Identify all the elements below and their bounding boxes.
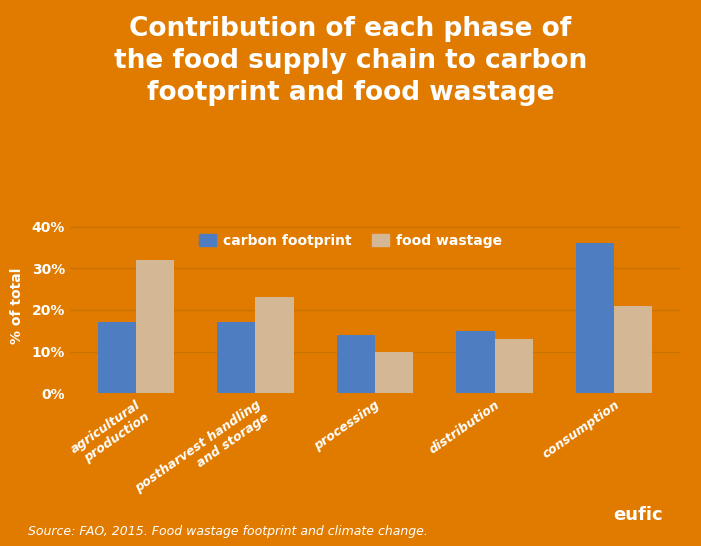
Bar: [217, 322, 255, 393]
Text: Contribution of each phase of
the food supply chain to carbon
footprint and food: Contribution of each phase of the food s…: [114, 16, 587, 106]
Bar: [375, 352, 414, 393]
Bar: [456, 331, 495, 393]
Text: Source: FAO, 2015. Food wastage footprint and climate change.: Source: FAO, 2015. Food wastage footprin…: [28, 525, 428, 538]
Bar: [136, 260, 174, 393]
Legend: carbon footprint, food wastage: carbon footprint, food wastage: [193, 228, 508, 253]
Bar: [495, 339, 533, 393]
Bar: [97, 322, 136, 393]
Bar: [614, 306, 653, 393]
Y-axis label: % of total: % of total: [10, 268, 24, 344]
Bar: [255, 298, 294, 393]
Bar: [576, 244, 614, 393]
Text: eufic: eufic: [613, 506, 662, 524]
Bar: [336, 335, 375, 393]
